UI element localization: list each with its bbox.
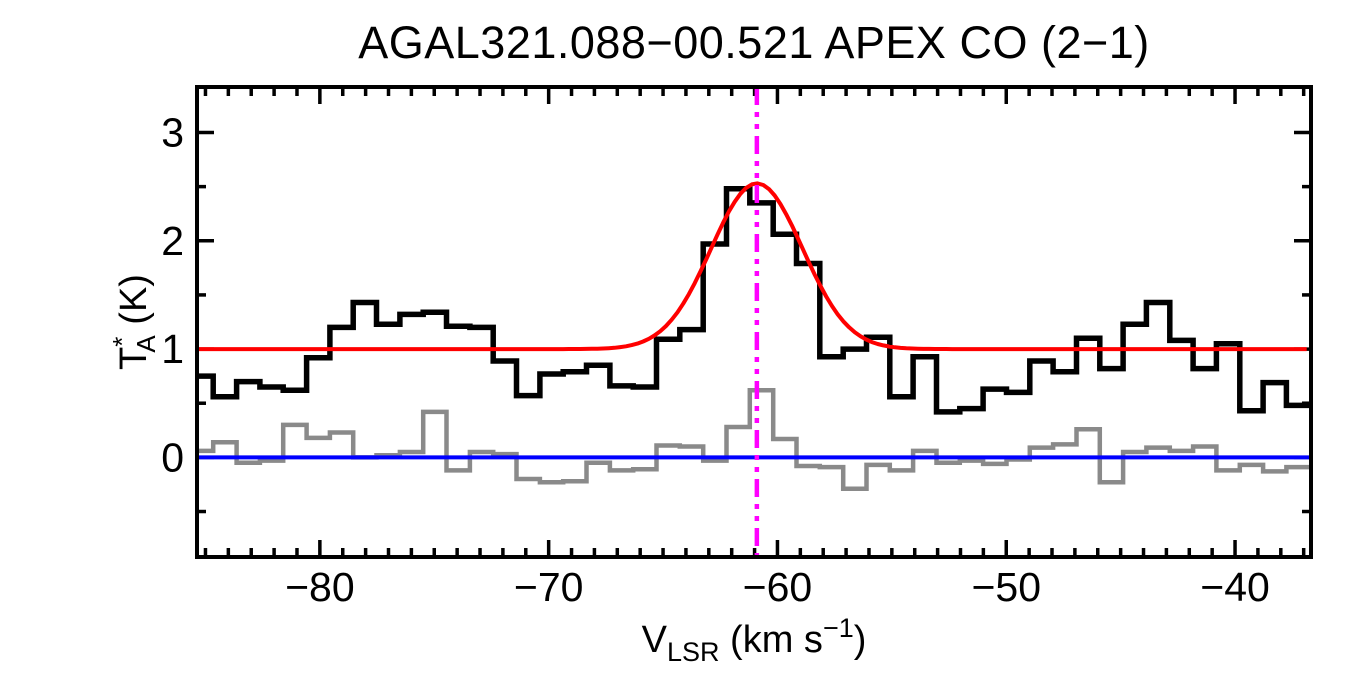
y-tick-label: 2	[161, 218, 184, 264]
y-tick-label: 1	[161, 326, 184, 372]
x-tick-label: −50	[971, 564, 1041, 610]
chart-title: AGAL321.088−00.521 APEX CO (2−1)	[358, 17, 1150, 68]
y-tick-label: 3	[161, 109, 184, 155]
residual-histogram	[197, 387, 1310, 492]
axis-frame	[195, 85, 1313, 559]
x-tick-label: −70	[514, 564, 584, 610]
gaussian-fit-curve	[197, 181, 1307, 352]
x-tick-label: −60	[743, 564, 813, 610]
axis-text-layer: AGAL321.088−00.521 APEX CO (2−1) −80 −70 −…	[107, 17, 1270, 667]
x-axis-label: VLSR (km s−1)	[642, 613, 867, 667]
x-tick-label: −80	[285, 564, 355, 610]
spectrum-histogram	[197, 186, 1310, 415]
plot-data-layer	[197, 87, 1311, 557]
plot-frame	[195, 85, 1313, 559]
y-tick-label: 0	[161, 434, 184, 480]
y-axis-label: T*A (K)	[107, 274, 161, 370]
x-tick-label: −40	[1200, 564, 1270, 610]
